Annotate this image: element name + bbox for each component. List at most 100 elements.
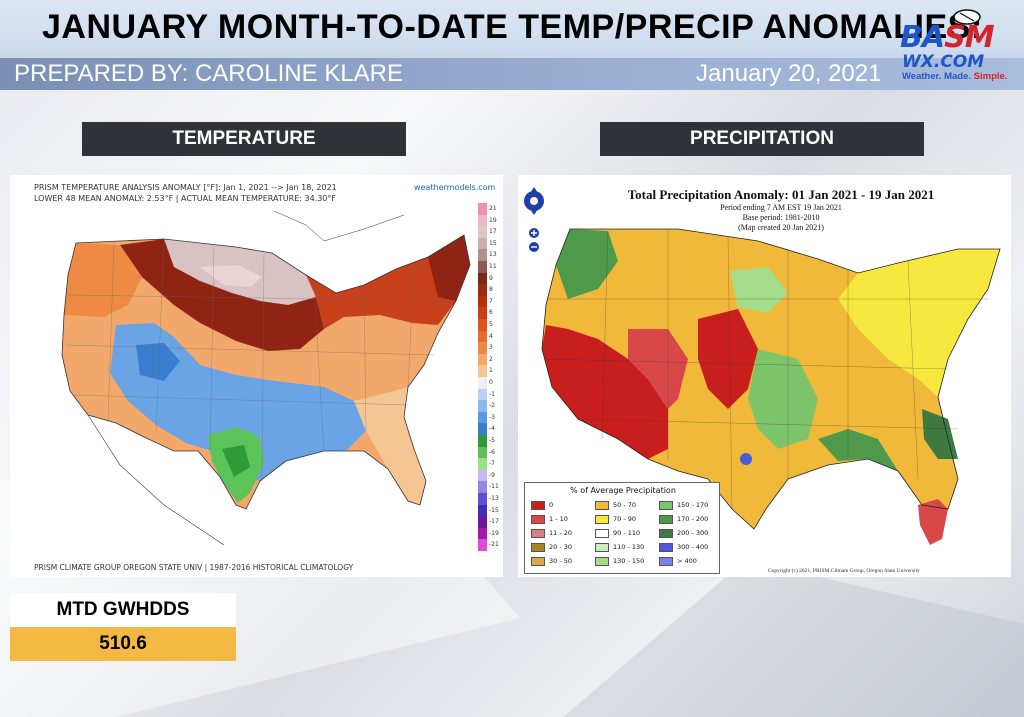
scale-swatch	[478, 493, 487, 505]
legend-label: 30 - 50	[549, 557, 573, 565]
legend-label: 130 - 150	[613, 557, 645, 565]
scale-swatch	[478, 446, 487, 459]
scale-swatch	[478, 423, 487, 435]
gwhdd-box: MTD GWHDDS 510.6	[10, 593, 236, 661]
legend-label: 70 - 90	[613, 515, 637, 523]
header-bar	[0, 0, 1024, 58]
scale-swatch	[478, 342, 487, 354]
legend-swatch	[595, 529, 609, 538]
precipitation-heading: PRECIPITATION	[600, 122, 924, 156]
precip-map-created: (Map created 20 Jan 2021)	[738, 223, 824, 232]
scale-swatch	[478, 330, 487, 343]
scale-tick-label: -21	[489, 541, 499, 549]
scale-tick-label: -15	[489, 506, 499, 514]
precip-map-title: Total Precipitation Anomaly: 01 Jan 2021…	[627, 187, 935, 202]
precipitation-anomaly-map	[518, 209, 1011, 577]
logo-domain: WX.COM	[902, 52, 985, 72]
legend-swatch	[595, 515, 609, 524]
scale-swatch	[478, 272, 487, 285]
logo-tagline: Weather. Made. Simple.	[902, 71, 1008, 82]
scale-swatch	[478, 539, 487, 551]
scale-tick-label: 8	[489, 286, 493, 294]
scale-tick-label: -9	[489, 471, 495, 479]
gwhdd-label: MTD GWHDDS	[10, 593, 236, 627]
zoom-in-icon[interactable]	[529, 228, 539, 238]
temp-map-subtitle: LOWER 48 MEAN ANOMALY: 2.53°F | ACTUAL M…	[34, 194, 336, 203]
legend-swatch	[659, 557, 673, 566]
legend-label: 150 - 170	[677, 501, 709, 509]
scale-tick-label: 21	[489, 205, 497, 212]
scale-tick-label: 15	[489, 239, 497, 247]
legend-label: 300 - 400	[677, 543, 709, 551]
legend-swatch	[659, 501, 673, 510]
map-nav-controls[interactable]	[522, 179, 550, 255]
scale-tick-label: -6	[489, 448, 495, 456]
legend-label: 50 - 70	[613, 501, 637, 509]
scale-tick-label: 0	[489, 379, 493, 386]
scale-tick-label: -3	[489, 413, 495, 421]
legend-swatch	[595, 557, 609, 566]
scale-tick-label: 6	[489, 309, 493, 317]
precip-legend: % of Average Precipitation 0 1 - 10 11 - 2…	[524, 482, 720, 574]
scale-tick-label: -17	[489, 518, 499, 526]
scale-swatch	[478, 237, 487, 250]
scale-swatch	[478, 504, 487, 517]
legend-title: % of Average Precipitation	[570, 486, 676, 495]
scale-tick-label: 4	[489, 332, 493, 340]
scale-swatch	[478, 261, 487, 273]
prepared-by: PREPARED BY: CAROLINE KLARE	[14, 60, 404, 87]
scale-swatch	[478, 226, 487, 238]
scale-tick-label: 1	[489, 367, 493, 375]
legend-swatch	[531, 515, 545, 524]
football-icon	[953, 9, 981, 25]
scale-swatch	[478, 295, 487, 308]
scale-swatch	[478, 353, 487, 366]
legend-swatch	[595, 501, 609, 510]
scale-tick-label: -13	[489, 495, 499, 502]
scale-swatch	[478, 469, 487, 482]
scale-tick-label: 13	[489, 251, 497, 259]
logo-wordmark: BASM	[900, 20, 995, 55]
scale-tick-label: -7	[489, 460, 495, 468]
precip-map-period: Period ending 7 AM EST 19 Jan 2021	[720, 203, 842, 212]
scale-tick-label: 3	[489, 344, 493, 352]
legend-label: 110 - 130	[613, 543, 645, 551]
scale-swatch	[478, 481, 487, 493]
gwhdd-value: 510.6	[10, 627, 236, 661]
scale-tick-label: -2	[489, 402, 495, 410]
scale-swatch	[478, 516, 487, 528]
scale-tick-label: 9	[489, 274, 493, 282]
scale-swatch	[478, 203, 487, 215]
temperature-heading: TEMPERATURE	[82, 122, 406, 156]
scale-swatch	[478, 411, 487, 424]
legend-label: 1 - 10	[549, 515, 568, 523]
precip-map-base-period: Base period: 1981-2010	[742, 213, 820, 222]
legend-label: 170 - 200	[677, 515, 709, 523]
report-date: January 20, 2021	[696, 60, 882, 87]
legend-swatch	[659, 515, 673, 524]
temp-map-source: weathermodels.com	[414, 183, 496, 192]
legend-swatch	[659, 529, 673, 538]
legend-label: 90 - 110	[613, 529, 641, 537]
legend-swatch	[659, 543, 673, 552]
pan-control-icon[interactable]	[524, 187, 544, 215]
scale-tick-label: 19	[489, 216, 497, 224]
page-title: JANUARY MONTH-TO-DATE TEMP/PRECIP ANOMAL…	[42, 8, 983, 46]
scale-swatch	[478, 284, 487, 296]
scale-swatch	[478, 249, 487, 261]
scale-swatch	[478, 307, 487, 319]
zoom-out-icon[interactable]	[529, 242, 539, 252]
scale-tick-label: 2	[489, 355, 493, 363]
scale-swatch	[478, 377, 487, 389]
scale-tick-label: -5	[489, 437, 495, 444]
legend-label: 0	[549, 501, 554, 509]
scale-swatch	[478, 435, 487, 447]
scale-swatch	[478, 400, 487, 412]
scale-tick-label: -19	[489, 529, 499, 537]
scale-tick-label: -4	[489, 425, 495, 433]
legend-label: 20 - 30	[549, 543, 573, 551]
scale-tick-label: -11	[489, 483, 499, 491]
legend-swatch	[531, 557, 545, 566]
header-subband	[0, 58, 1024, 90]
precipitation-map-panel: Total Precipitation Anomaly: 01 Jan 2021…	[518, 175, 1011, 577]
